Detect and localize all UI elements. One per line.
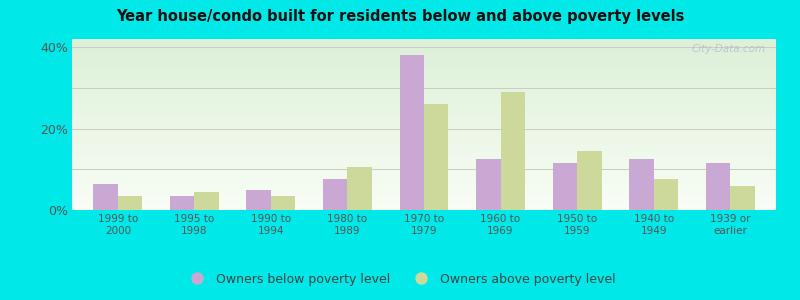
Bar	[94, 184, 118, 210]
Bar	[347, 167, 372, 210]
Bar	[170, 196, 194, 210]
Bar	[271, 196, 295, 210]
Bar	[553, 163, 577, 210]
Bar	[730, 186, 754, 210]
Bar	[246, 190, 271, 210]
Bar	[118, 196, 142, 210]
Bar	[501, 92, 525, 210]
Bar	[323, 179, 347, 210]
Bar	[476, 159, 501, 210]
Bar	[654, 179, 678, 210]
Legend: Owners below poverty level, Owners above poverty level: Owners below poverty level, Owners above…	[179, 268, 621, 291]
Text: City-Data.com: City-Data.com	[691, 44, 766, 54]
Text: Year house/condo built for residents below and above poverty levels: Year house/condo built for residents bel…	[116, 9, 684, 24]
Bar	[424, 104, 449, 210]
Bar	[399, 55, 424, 210]
Bar	[706, 163, 730, 210]
Bar	[194, 192, 219, 210]
Bar	[629, 159, 654, 210]
Bar	[577, 151, 602, 210]
